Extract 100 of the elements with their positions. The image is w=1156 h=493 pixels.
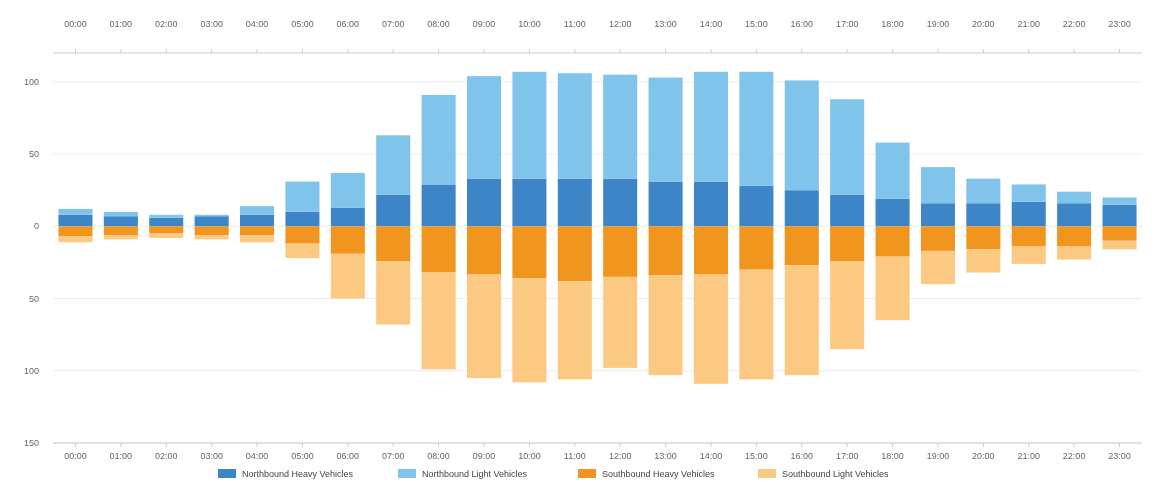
legend-label: Southbound Light Vehicles bbox=[782, 469, 890, 479]
x-tick-label: 22:00 bbox=[1062, 451, 1086, 461]
bar bbox=[285, 243, 320, 259]
bar bbox=[421, 184, 456, 227]
bar bbox=[648, 275, 683, 376]
x-tick-label: 01:00 bbox=[109, 451, 133, 461]
bar bbox=[1102, 197, 1137, 205]
bar bbox=[739, 71, 774, 186]
bar bbox=[466, 178, 502, 227]
category-label: 04:00 bbox=[245, 19, 269, 29]
bar bbox=[240, 214, 275, 227]
bar bbox=[285, 181, 320, 212]
x-tick-label: 02:00 bbox=[154, 451, 178, 461]
bar bbox=[194, 226, 229, 235]
bar bbox=[376, 261, 411, 325]
x-tick-label: 05:00 bbox=[291, 451, 314, 461]
bar bbox=[103, 235, 138, 240]
bar bbox=[557, 226, 592, 282]
bar bbox=[285, 211, 320, 227]
bar bbox=[330, 253, 365, 299]
category-label: 20:00 bbox=[972, 19, 995, 29]
bar bbox=[58, 236, 93, 243]
category-label: 12:00 bbox=[608, 19, 632, 29]
y-tick-label: 100 bbox=[23, 77, 39, 88]
bar bbox=[1011, 226, 1046, 247]
legend-label: Northbound Heavy Vehicles bbox=[242, 469, 354, 479]
category-label: 01:00 bbox=[109, 19, 133, 29]
x-tick-label: 09:00 bbox=[472, 451, 496, 461]
x-tick-label: 19:00 bbox=[926, 451, 950, 461]
bar bbox=[285, 226, 320, 244]
category-label: 00:00 bbox=[64, 19, 87, 29]
category-label: 03:00 bbox=[200, 19, 223, 29]
bar bbox=[1011, 246, 1046, 264]
category-label: 15:00 bbox=[745, 19, 768, 29]
y-tick-label: 150 bbox=[23, 438, 39, 449]
bar bbox=[693, 71, 729, 182]
bar bbox=[149, 214, 184, 218]
bar bbox=[603, 74, 638, 179]
bar bbox=[149, 226, 184, 234]
x-tick-label: 14:00 bbox=[699, 451, 723, 461]
bar bbox=[58, 226, 93, 237]
bar bbox=[1011, 184, 1046, 202]
y-tick-label: 50 bbox=[28, 293, 39, 304]
bar bbox=[693, 226, 729, 274]
legend-label: Southbound Heavy Vehicles bbox=[602, 469, 716, 479]
bar bbox=[603, 276, 638, 368]
bar bbox=[376, 135, 411, 195]
bar bbox=[557, 281, 592, 380]
x-tick-label: 16:00 bbox=[790, 451, 814, 461]
y-tick-label: 0 bbox=[33, 221, 39, 232]
x-tick-label: 07:00 bbox=[381, 451, 405, 461]
bar bbox=[603, 178, 638, 227]
y-tick-label: 50 bbox=[28, 149, 39, 160]
x-tick-label: 03:00 bbox=[200, 451, 223, 461]
bar bbox=[557, 73, 592, 179]
bar bbox=[739, 226, 774, 270]
y-tick-label: 100 bbox=[23, 365, 39, 376]
x-tick-label: 10:00 bbox=[518, 451, 541, 461]
bar bbox=[466, 76, 502, 179]
bar bbox=[603, 226, 638, 277]
bar bbox=[330, 207, 365, 227]
bar bbox=[920, 226, 955, 251]
bar bbox=[1057, 226, 1092, 247]
bar bbox=[648, 181, 683, 227]
x-tick-label: 04:00 bbox=[245, 451, 269, 461]
category-label: 10:00 bbox=[518, 19, 541, 29]
bar bbox=[466, 226, 502, 274]
bar bbox=[875, 256, 910, 321]
category-label: 06:00 bbox=[336, 19, 360, 29]
bar bbox=[376, 226, 411, 261]
legend-label: Northbound Light Vehicles bbox=[422, 469, 528, 479]
x-tick-label: 20:00 bbox=[972, 451, 995, 461]
category-label: 02:00 bbox=[154, 19, 178, 29]
bar bbox=[557, 178, 592, 227]
bar bbox=[58, 209, 93, 215]
category-label: 14:00 bbox=[699, 19, 723, 29]
bar bbox=[421, 226, 456, 273]
bar bbox=[966, 178, 1001, 204]
x-tick-label: 23:00 bbox=[1108, 451, 1131, 461]
bar bbox=[693, 274, 729, 384]
bar bbox=[784, 226, 819, 266]
category-label: 17:00 bbox=[835, 19, 859, 29]
bar bbox=[1102, 226, 1137, 241]
category-label: 23:00 bbox=[1108, 19, 1131, 29]
bar bbox=[512, 178, 547, 227]
bar bbox=[830, 99, 865, 195]
bar bbox=[149, 217, 184, 227]
bar bbox=[512, 226, 547, 279]
x-tick-label: 00:00 bbox=[64, 451, 87, 461]
bar bbox=[830, 194, 865, 227]
bar bbox=[194, 235, 229, 240]
x-tick-label: 12:00 bbox=[608, 451, 632, 461]
bar bbox=[1057, 203, 1092, 227]
bar bbox=[58, 214, 93, 227]
bar bbox=[966, 249, 1001, 273]
bar bbox=[421, 272, 456, 370]
category-label: 18:00 bbox=[881, 19, 904, 29]
bar bbox=[739, 185, 774, 227]
bar bbox=[830, 226, 865, 261]
bar bbox=[149, 233, 184, 238]
